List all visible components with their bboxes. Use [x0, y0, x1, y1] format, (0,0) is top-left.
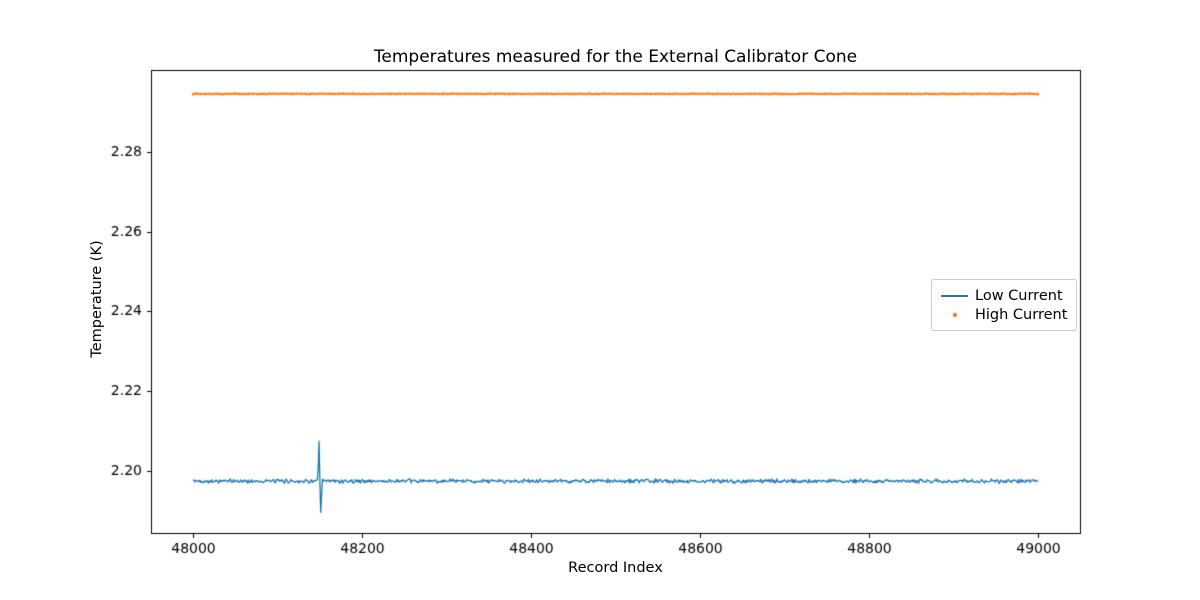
- y-axis-label: Temperature (K): [89, 240, 105, 358]
- high-current-dot-icon: [941, 312, 968, 317]
- legend-label-low-current: Low Current: [975, 287, 1063, 304]
- legend-item-low-current: Low Current: [941, 286, 1066, 305]
- low-current-line-icon: [941, 294, 968, 297]
- legend-label-high-current: High Current: [975, 306, 1068, 323]
- x-axis-label: Record Index: [568, 560, 663, 576]
- legend: Low Current High Current: [931, 279, 1077, 331]
- chart-title: Temperatures measured for the External C…: [373, 47, 858, 67]
- legend-item-high-current: High Current: [941, 305, 1068, 324]
